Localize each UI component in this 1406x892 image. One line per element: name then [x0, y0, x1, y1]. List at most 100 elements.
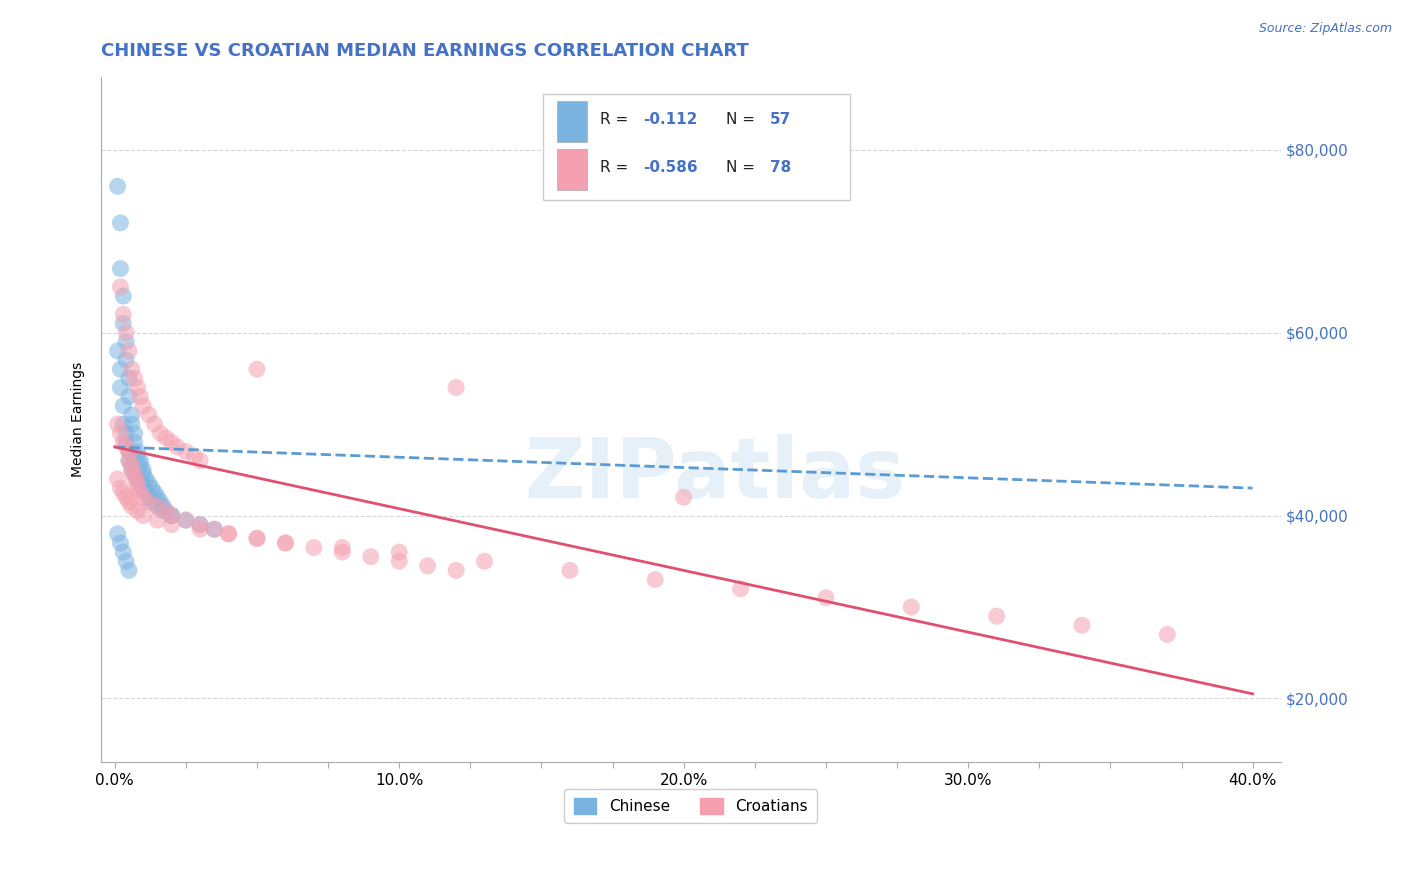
Point — [274, 536, 297, 550]
Point — [107, 472, 129, 486]
Bar — [557, 101, 586, 142]
Point — [814, 591, 837, 605]
Point — [121, 362, 143, 376]
Point — [110, 380, 132, 394]
Point — [146, 500, 169, 514]
Point — [143, 485, 166, 500]
Point — [129, 476, 152, 491]
Text: -0.586: -0.586 — [644, 160, 699, 175]
Point — [155, 431, 177, 445]
Text: R =: R = — [600, 160, 633, 175]
Point — [112, 317, 135, 331]
Point — [115, 353, 138, 368]
Point — [110, 426, 132, 441]
FancyBboxPatch shape — [543, 94, 851, 200]
Point — [115, 435, 138, 450]
Point — [121, 408, 143, 422]
Text: -0.112: -0.112 — [644, 112, 697, 127]
Point — [124, 371, 146, 385]
Point — [146, 490, 169, 504]
Point — [644, 573, 666, 587]
Legend: Chinese, Croatians: Chinese, Croatians — [564, 789, 817, 823]
Point — [112, 485, 135, 500]
Point — [141, 481, 163, 495]
Point — [121, 463, 143, 477]
Point — [118, 444, 141, 458]
Point — [246, 532, 269, 546]
Point — [107, 343, 129, 358]
Point — [118, 371, 141, 385]
Point — [127, 481, 149, 495]
Point — [558, 563, 581, 577]
Point — [188, 453, 211, 467]
Point — [115, 490, 138, 504]
Point — [129, 453, 152, 467]
Point — [118, 444, 141, 458]
Point — [124, 472, 146, 486]
Point — [124, 426, 146, 441]
Point — [121, 458, 143, 473]
Point — [1213, 773, 1236, 788]
Point — [149, 426, 172, 441]
Point — [166, 440, 188, 454]
Point — [110, 216, 132, 230]
Point — [160, 517, 183, 532]
Point — [132, 399, 155, 413]
Point — [132, 481, 155, 495]
Point — [444, 563, 467, 577]
Point — [330, 541, 353, 555]
Text: CHINESE VS CROATIAN MEDIAN EARNINGS CORRELATION CHART: CHINESE VS CROATIAN MEDIAN EARNINGS CORR… — [100, 42, 748, 60]
Point — [127, 449, 149, 463]
Point — [121, 458, 143, 473]
Point — [115, 426, 138, 441]
Point — [1156, 627, 1178, 641]
Point — [155, 504, 177, 518]
Point — [1071, 618, 1094, 632]
Point — [900, 599, 922, 614]
Point — [160, 508, 183, 523]
Bar — [557, 149, 586, 190]
Point — [188, 522, 211, 536]
Point — [127, 472, 149, 486]
Point — [118, 453, 141, 467]
Point — [115, 554, 138, 568]
Point — [118, 343, 141, 358]
Point — [174, 513, 197, 527]
Point — [135, 485, 157, 500]
Point — [124, 467, 146, 482]
Y-axis label: Median Earnings: Median Earnings — [72, 362, 86, 477]
Point — [121, 463, 143, 477]
Point — [115, 440, 138, 454]
Point — [121, 500, 143, 514]
Point — [138, 408, 160, 422]
Point — [160, 508, 183, 523]
Point — [160, 435, 183, 450]
Point — [138, 476, 160, 491]
Point — [152, 500, 174, 514]
Point — [135, 472, 157, 486]
Point — [112, 399, 135, 413]
Text: Source: ZipAtlas.com: Source: ZipAtlas.com — [1258, 22, 1392, 36]
Point — [188, 517, 211, 532]
Point — [138, 495, 160, 509]
Point — [118, 563, 141, 577]
Point — [132, 508, 155, 523]
Point — [202, 522, 225, 536]
Point — [141, 495, 163, 509]
Point — [132, 467, 155, 482]
Point — [183, 449, 205, 463]
Point — [110, 362, 132, 376]
Text: N =: N = — [727, 160, 761, 175]
Point — [474, 554, 496, 568]
Point — [115, 326, 138, 340]
Point — [121, 417, 143, 431]
Point — [174, 513, 197, 527]
Point — [149, 495, 172, 509]
Point — [360, 549, 382, 564]
Point — [730, 582, 752, 596]
Point — [138, 490, 160, 504]
Point — [118, 495, 141, 509]
Point — [132, 463, 155, 477]
Point — [274, 536, 297, 550]
Point — [107, 526, 129, 541]
